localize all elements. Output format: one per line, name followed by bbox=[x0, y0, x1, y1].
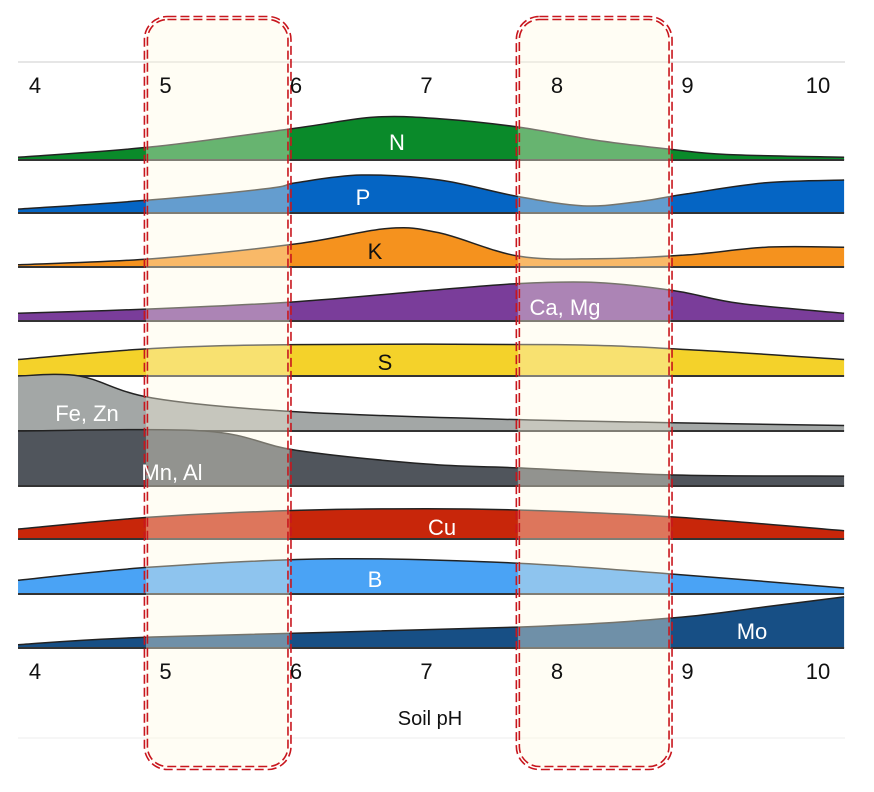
tick-top-8: 8 bbox=[551, 73, 563, 98]
highlight-border-inner-1 bbox=[146, 18, 289, 768]
band-outline-n bbox=[17, 115, 845, 158]
band-ca-mg bbox=[18, 281, 845, 321]
tick-bottom-7: 7 bbox=[420, 659, 432, 684]
label-n: N bbox=[389, 130, 405, 155]
band-outline-p bbox=[17, 174, 845, 210]
highlight-fill-1 bbox=[145, 18, 290, 768]
tick-top-5: 5 bbox=[159, 73, 171, 98]
band-k bbox=[18, 227, 845, 267]
band-outline-ca-mg bbox=[18, 281, 845, 315]
tick-bottom-8: 8 bbox=[551, 659, 563, 684]
band-outline-b bbox=[17, 557, 845, 589]
band-outline-fe-zn bbox=[18, 373, 845, 427]
tick-top-9: 9 bbox=[681, 73, 693, 98]
band-mo bbox=[18, 596, 845, 648]
highlight-border-outer-2 bbox=[515, 15, 673, 771]
tick-bottom-6: 6 bbox=[290, 659, 302, 684]
highlight-fill-2 bbox=[517, 18, 671, 768]
tick-bottom-5: 5 bbox=[159, 659, 171, 684]
band-cu bbox=[18, 508, 845, 539]
band-outline-s bbox=[17, 343, 845, 361]
label-fe-zn: Fe, Zn bbox=[55, 401, 119, 426]
label-cu: Cu bbox=[428, 515, 456, 540]
band-b bbox=[18, 558, 845, 594]
highlight-border-inner-2 bbox=[518, 18, 670, 768]
label-p: P bbox=[356, 185, 371, 210]
nutrient-labels: N P K Ca, Mg S Fe, Zn Mn, Al Cu B Mo bbox=[55, 130, 767, 644]
tick-top-6: 6 bbox=[290, 73, 302, 98]
x-axis-top-ticks: 4 5 6 7 8 9 10 bbox=[29, 73, 830, 98]
band-fe-zn bbox=[18, 374, 845, 431]
band-p bbox=[18, 174, 845, 213]
band-mn-al bbox=[18, 429, 845, 486]
tick-bottom-10: 10 bbox=[806, 659, 830, 684]
label-b: B bbox=[368, 567, 383, 592]
label-mn-al: Mn, Al bbox=[141, 460, 202, 485]
label-mo: Mo bbox=[737, 619, 768, 644]
nutrient-bands bbox=[17, 115, 845, 649]
highlight-border-outer-1 bbox=[143, 15, 292, 771]
band-outline-cu bbox=[17, 507, 845, 532]
tick-top-4: 4 bbox=[29, 73, 41, 98]
band-outline-k bbox=[18, 227, 845, 266]
tick-bottom-9: 9 bbox=[681, 659, 693, 684]
x-axis-label: Soil pH bbox=[398, 708, 462, 730]
x-axis-bottom-ticks: 4 5 6 7 8 9 10 bbox=[29, 659, 830, 684]
tick-top-10: 10 bbox=[806, 73, 830, 98]
label-ca-mg: Ca, Mg bbox=[530, 295, 601, 320]
highlight-ranges bbox=[143, 15, 673, 771]
band-outline-mn-al bbox=[18, 428, 845, 477]
tick-bottom-4: 4 bbox=[29, 659, 41, 684]
band-n bbox=[18, 116, 845, 160]
tick-top-7: 7 bbox=[420, 73, 432, 98]
band-s bbox=[18, 344, 845, 376]
label-k: K bbox=[368, 239, 383, 264]
label-s: S bbox=[378, 350, 393, 375]
band-outline-mo bbox=[17, 596, 845, 646]
